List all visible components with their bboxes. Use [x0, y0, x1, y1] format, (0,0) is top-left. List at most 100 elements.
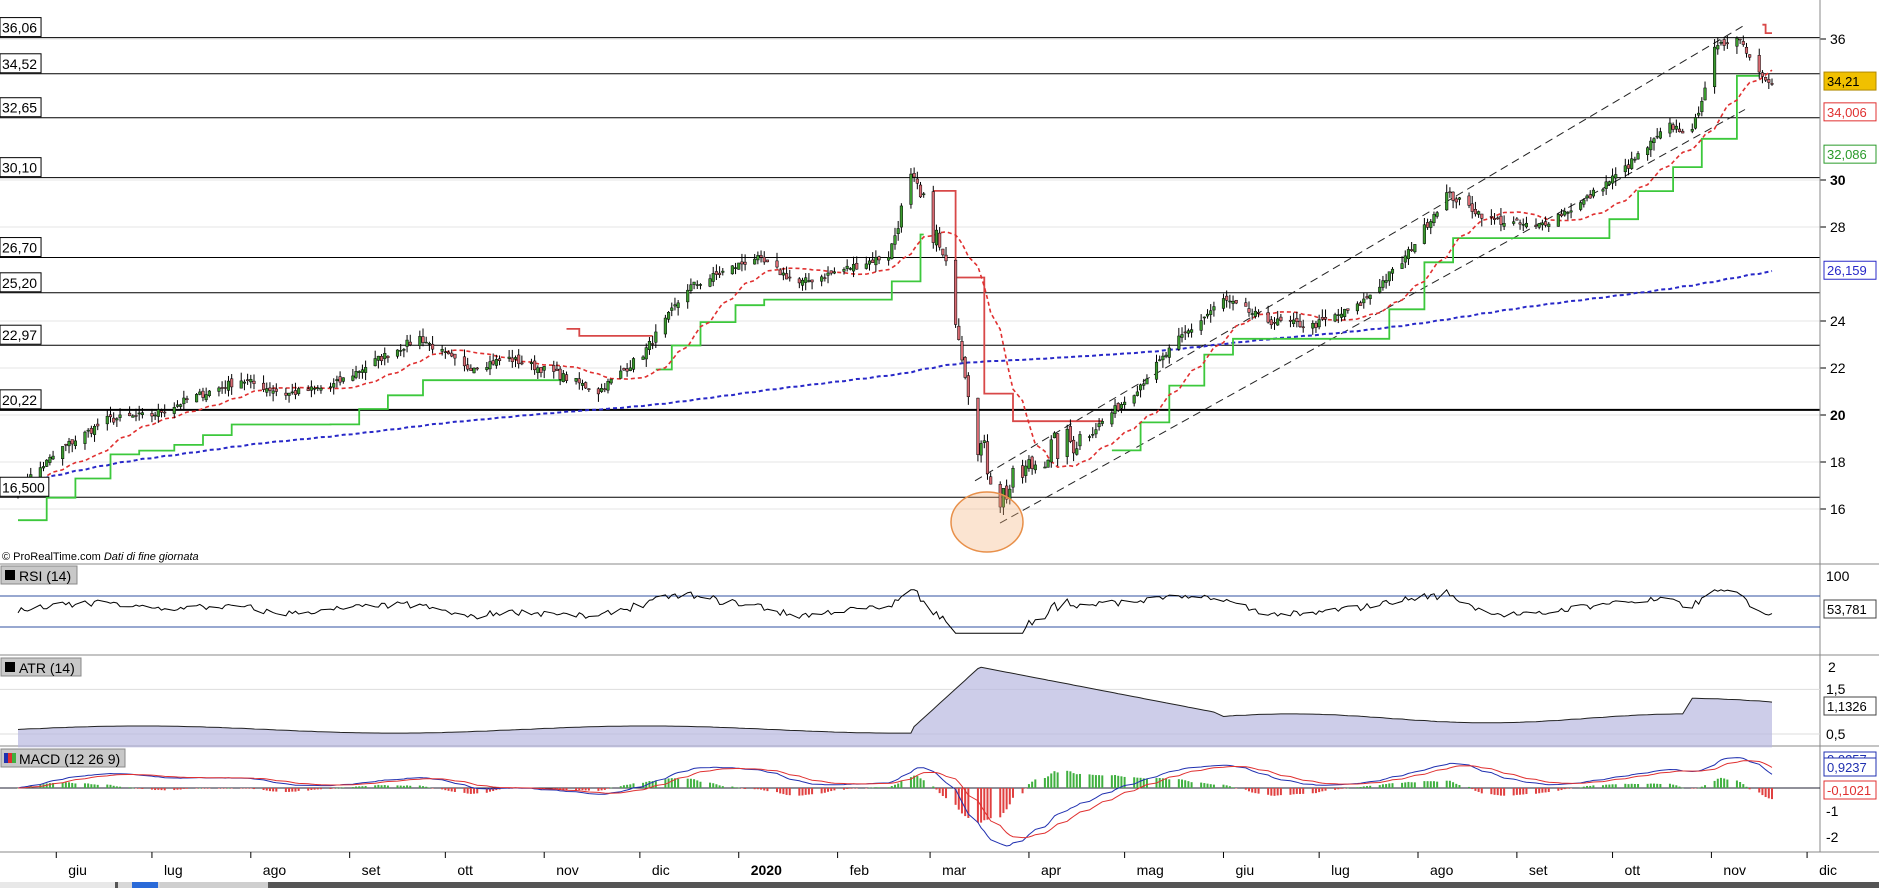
level-label-box — [0, 53, 42, 74]
macd-hist-bar — [1181, 779, 1184, 788]
macd-hist-bar — [938, 788, 941, 794]
candle-body — [1473, 208, 1477, 215]
macd-hist-bar — [240, 788, 243, 789]
macd-hist-bar — [954, 788, 957, 805]
macd-hist-bar — [677, 778, 680, 788]
candle-body — [670, 307, 674, 311]
candle-body — [1257, 311, 1261, 314]
atr-label[interactable]: ATR (14) — [0, 657, 82, 677]
candle-body — [1244, 302, 1248, 307]
macd-hist-bar — [182, 788, 185, 789]
macd-hist-bar — [686, 778, 689, 788]
channel-line-upper — [974, 24, 1746, 482]
macd-hist-bar — [932, 786, 935, 788]
macd-hist-bar — [1563, 788, 1566, 790]
candle-body — [625, 368, 629, 372]
candle-body — [1033, 464, 1037, 471]
candle-body — [1359, 302, 1363, 306]
macd-hist-bar — [597, 788, 600, 791]
trail-segment — [933, 190, 1103, 423]
macd-hist-bar — [1739, 782, 1742, 788]
candle-body — [756, 255, 760, 261]
atr-line — [17, 666, 1773, 734]
macd-hist-bar — [157, 788, 160, 790]
macd-label[interactable]: MACD (12 26 9) — [0, 748, 126, 768]
macd-hist-bar — [1142, 778, 1145, 788]
macd-hist-bar — [1314, 788, 1317, 794]
candle-body — [1585, 195, 1589, 199]
candlesticks — [16, 35, 1774, 516]
toolbar-segment[interactable] — [0, 882, 115, 888]
month-label: apr — [1041, 862, 1062, 878]
candle-body — [431, 343, 435, 350]
toolbar-segment[interactable] — [132, 882, 158, 888]
macd-hist-bar — [1525, 788, 1528, 795]
macd-hist-bar — [600, 788, 603, 791]
macd-hist-bar — [1704, 785, 1707, 788]
candle-body — [1097, 423, 1101, 428]
trail-segment — [566, 328, 653, 337]
candle-body — [1091, 433, 1095, 436]
macd-hist-bar — [1771, 788, 1773, 800]
toolbar-segment[interactable] — [160, 882, 268, 888]
candle-body — [405, 339, 409, 347]
candle-body — [1301, 326, 1305, 329]
candle-body — [1677, 128, 1682, 133]
macd-hist-bar — [1592, 785, 1595, 788]
candle-body — [376, 355, 380, 361]
rsi-label[interactable]: RSI (14) — [0, 565, 78, 585]
candle-body — [242, 381, 246, 384]
candle-body — [172, 407, 176, 414]
macd-hist-bar — [399, 785, 402, 788]
macd-hist-bar — [1404, 782, 1407, 788]
candle-body — [832, 271, 836, 274]
slow-ma-line — [17, 270, 1773, 487]
candle-body — [89, 428, 93, 434]
candle-body — [386, 355, 390, 358]
macd-hist-bar — [1056, 772, 1059, 788]
candle-body — [1362, 298, 1366, 304]
macd-hist-bar — [1053, 771, 1056, 788]
macd-panel — [0, 757, 1820, 847]
candle-body — [1744, 46, 1749, 54]
candle-body — [1311, 322, 1315, 329]
macd-hist-bar — [358, 786, 361, 788]
candle-body — [175, 404, 180, 407]
macd-hist-bar — [1021, 788, 1024, 794]
macd-hist-bar — [335, 787, 338, 789]
macd-hist-bar — [894, 784, 896, 788]
macd-hist-bar — [664, 779, 667, 788]
macd-hist-bar — [45, 783, 48, 788]
candle-body — [603, 388, 607, 391]
macd-hist-bar — [1101, 775, 1104, 788]
level-label: 25,20 — [2, 275, 37, 291]
bottom-toolbar[interactable] — [0, 882, 1879, 888]
candle-body — [1272, 322, 1277, 324]
macd-hist-bar — [93, 784, 96, 788]
candle-body — [207, 390, 211, 396]
price-grid — [0, 38, 1820, 510]
macd-hist-bar — [1088, 774, 1091, 788]
macd-hist-bar — [316, 788, 319, 790]
candle-body — [1470, 203, 1474, 212]
macd-hist-bar — [1247, 788, 1250, 792]
macd-hist-bar — [1078, 773, 1081, 788]
macd-hist-bar — [1110, 775, 1113, 788]
level-label-box — [0, 389, 42, 410]
candle-body — [1225, 295, 1229, 301]
macd-hist-bar — [154, 788, 157, 791]
macd-hist-bar — [1002, 788, 1005, 813]
candle-body — [1212, 306, 1216, 311]
macd-hist-bar — [626, 784, 629, 788]
trend-channel — [974, 24, 1746, 524]
macd-hist-bar — [763, 788, 766, 791]
macd-hist-bar — [1566, 788, 1569, 789]
candle-body — [1432, 214, 1436, 224]
macd-hist-bar — [1209, 784, 1212, 788]
macd-hist-bar — [1742, 784, 1745, 788]
macd-hist-bar — [329, 788, 332, 789]
candle-body — [1700, 100, 1704, 113]
candle-body — [686, 289, 690, 303]
candle-body — [1228, 300, 1232, 303]
